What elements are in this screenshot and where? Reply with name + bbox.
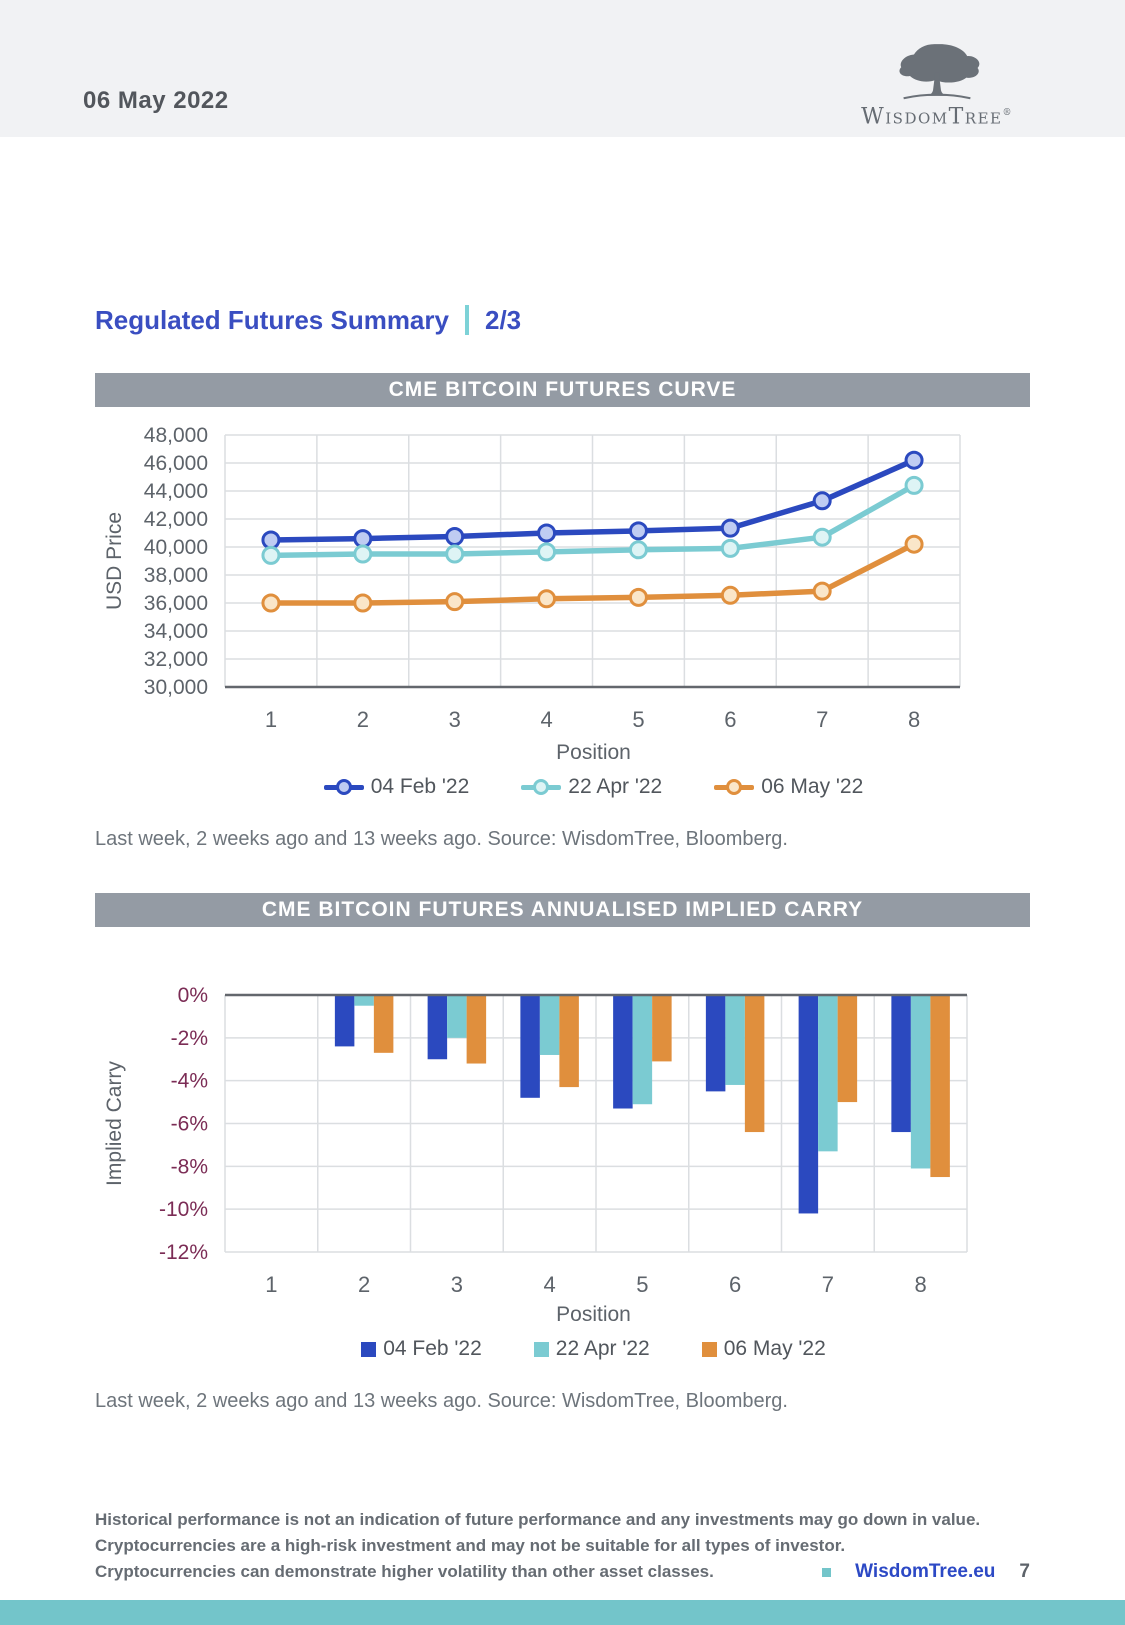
svg-text:-4%: -4% — [171, 1070, 208, 1093]
svg-text:32,000: 32,000 — [144, 648, 208, 671]
footer-teal-band — [0, 1600, 1125, 1625]
legend-item: 22 Apr '22 — [521, 775, 662, 799]
disclaimer-line: Historical performance is not an indicat… — [95, 1510, 981, 1529]
svg-text:-8%: -8% — [171, 1155, 208, 1178]
chart-title-bar: CME BITCOIN FUTURES ANNUALISED IMPLIED C… — [95, 893, 1030, 927]
svg-text:36,000: 36,000 — [144, 592, 208, 615]
legend-label: 04 Feb '22 — [383, 1337, 482, 1360]
svg-text:3: 3 — [451, 1272, 463, 1297]
futures-curve-chart: CME BITCOIN FUTURES CURVE 30,000 32,000 34… — [95, 373, 1030, 799]
legend-label: 06 May '22 — [761, 775, 864, 798]
svg-text:40,000: 40,000 — [144, 536, 208, 559]
svg-text:3: 3 — [449, 707, 461, 732]
disclaimer-line: Cryptocurrencies are a high-risk investm… — [95, 1536, 846, 1555]
svg-text:6: 6 — [729, 1272, 741, 1297]
page-title: Regulated Futures Summary 2/3 — [95, 303, 1030, 337]
line-chart-canvas: 30,000 32,000 34,000 36,000 38,000 40,000 42,0… — [103, 424, 961, 732]
legend-item: 04 Feb '22 — [323, 775, 470, 799]
legend-line-marker-icon — [714, 779, 755, 795]
legend-square-marker-icon — [361, 1341, 377, 1357]
svg-text:4: 4 — [544, 1272, 556, 1297]
chart-legend: 04 Feb '22 22 Apr '22 06 May '22 — [225, 1337, 962, 1361]
svg-text:7: 7 — [816, 707, 828, 732]
svg-text:42,000: 42,000 — [144, 508, 208, 531]
wisdomtree-logo: WisdomTree® — [861, 41, 1013, 129]
title-separator-bar — [464, 305, 469, 335]
legend-item: 06 May '22 — [701, 1337, 826, 1361]
chart-title-bar: CME BITCOIN FUTURES CURVE — [95, 373, 1030, 407]
tree-icon — [899, 43, 980, 99]
svg-text:-2%: -2% — [171, 1027, 208, 1050]
source-note: Last week, 2 weeks ago and 13 weeks ago.… — [95, 828, 788, 850]
svg-text:30,000: 30,000 — [144, 676, 208, 699]
svg-text:38,000: 38,000 — [144, 564, 208, 587]
svg-text:-6%: -6% — [171, 1113, 208, 1136]
legend-line-marker-icon — [521, 779, 562, 795]
logo-wordmark: WisdomTree® — [861, 103, 1013, 129]
legend-square-marker-icon — [701, 1341, 717, 1357]
page-header: 06 May 2022 WisdomTree® — [0, 0, 1125, 137]
svg-text:1: 1 — [265, 1272, 277, 1297]
svg-text:8: 8 — [908, 707, 920, 732]
legend-label: 22 Apr '22 — [555, 1337, 650, 1360]
wisdomtree-eu-link[interactable]: WisdomTree.eu — [855, 1561, 996, 1582]
svg-text:1: 1 — [265, 707, 277, 732]
svg-text:2: 2 — [358, 1272, 370, 1297]
svg-text:46,000: 46,000 — [144, 452, 208, 475]
svg-text:7: 7 — [822, 1272, 834, 1297]
svg-text:-12%: -12% — [159, 1241, 208, 1264]
legend-line-marker-icon — [323, 779, 364, 795]
implied-carry-chart: CME BITCOIN FUTURES ANNUALISED IMPLIED C… — [95, 893, 1030, 1361]
svg-text:6: 6 — [724, 707, 736, 732]
svg-text:8: 8 — [915, 1272, 927, 1297]
legend-item: 06 May '22 — [714, 775, 863, 799]
legend-square-marker-icon — [533, 1341, 549, 1357]
page-title-text: Regulated Futures Summary — [95, 305, 449, 335]
legend-item: 04 Feb '22 — [361, 1337, 482, 1361]
legend-item: 22 Apr '22 — [533, 1337, 650, 1361]
registered-mark: ® — [1002, 107, 1013, 118]
svg-text:-10%: -10% — [159, 1198, 208, 1221]
svg-text:5: 5 — [636, 1272, 648, 1297]
disclaimer-line: Cryptocurrencies can demonstrate higher … — [95, 1562, 714, 1581]
legend-label: 04 Feb '22 — [370, 775, 470, 798]
teal-bullet-icon — [822, 1567, 832, 1577]
source-note: Last week, 2 weeks ago and 13 weeks ago.… — [95, 1390, 788, 1412]
legend-label: 22 Apr '22 — [568, 775, 663, 798]
page-fraction: 2/3 — [484, 305, 522, 335]
page-number: 7 — [1019, 1561, 1030, 1582]
footer-site-cluster: WisdomTree.eu 7 — [822, 1559, 1030, 1585]
svg-text:0%: 0% — [178, 984, 208, 1007]
svg-text:Implied Carry: Implied Carry — [103, 1061, 126, 1186]
chart-legend: 04 Feb '22 22 Apr '22 06 May '22 — [225, 775, 962, 799]
logo-text: WisdomTree — [861, 104, 1003, 129]
svg-text:34,000: 34,000 — [144, 620, 208, 643]
disclaimer-block: Historical performance is not an indicat… — [95, 1507, 1030, 1585]
bar-chart-canvas: 0% -2% -4% -6% -8% -10% -12% 1 2 3 4 5 6 7 8 Implied Ca… — [103, 984, 968, 1297]
legend-label: 06 May '22 — [723, 1337, 826, 1360]
svg-text:48,000: 48,000 — [144, 424, 208, 447]
x-axis-label: Position — [556, 741, 631, 764]
svg-text:2: 2 — [357, 707, 369, 732]
svg-text:USD Price: USD Price — [103, 512, 126, 610]
x-axis-label: Position — [556, 1303, 631, 1326]
page-body: Regulated Futures Summary 2/3 CME BITCOI… — [0, 303, 1125, 1585]
svg-text:44,000: 44,000 — [144, 480, 208, 503]
svg-text:5: 5 — [632, 707, 644, 732]
report-date: 06 May 2022 — [83, 87, 229, 114]
svg-text:4: 4 — [540, 707, 552, 732]
